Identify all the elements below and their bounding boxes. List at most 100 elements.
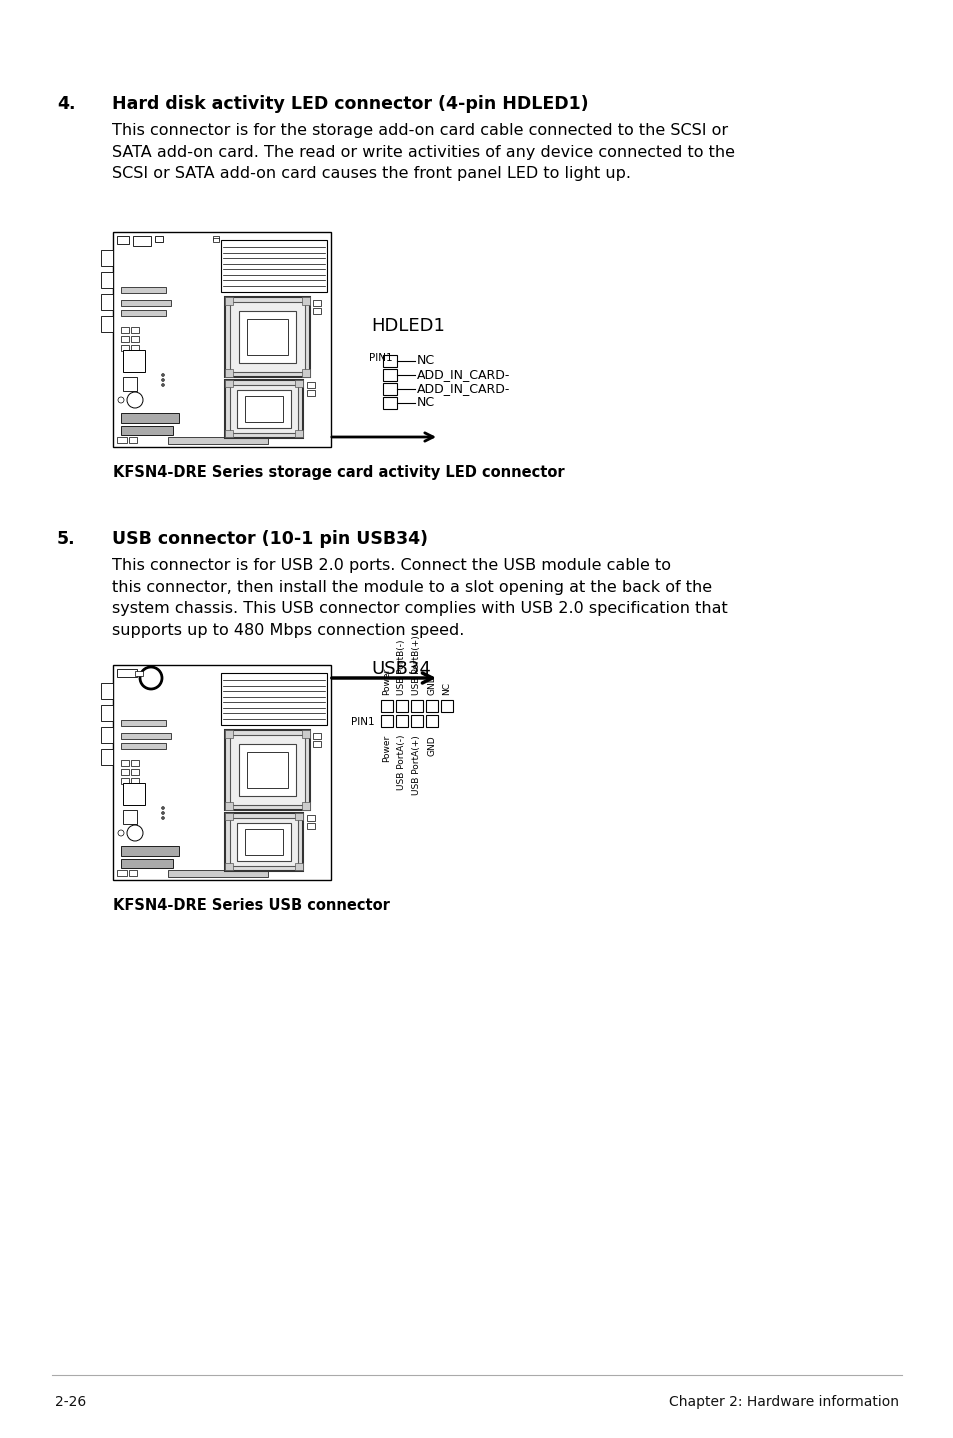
Circle shape (161, 817, 164, 820)
Bar (313, 733, 320, 739)
Bar (380, 715, 393, 728)
Bar (121, 426, 172, 436)
Text: USB PortA(-): USB PortA(-) (397, 735, 406, 791)
Bar (225, 298, 233, 305)
Bar (230, 302, 305, 372)
Bar (302, 370, 310, 377)
Bar (123, 810, 137, 824)
Bar (101, 705, 112, 720)
Text: Hard disk activity LED connector (4-pin HDLED1): Hard disk activity LED connector (4-pin … (112, 95, 588, 114)
Bar (101, 749, 112, 765)
Bar (112, 232, 331, 447)
Bar (245, 828, 283, 856)
Text: 2-26: 2-26 (55, 1395, 86, 1409)
Bar (380, 700, 393, 712)
Bar (225, 731, 233, 738)
Bar (117, 870, 127, 876)
Bar (245, 395, 283, 421)
Text: ADD_IN_CARD-: ADD_IN_CARD- (416, 368, 510, 381)
Bar (225, 370, 233, 377)
Bar (131, 345, 139, 351)
Bar (101, 293, 112, 311)
Bar (411, 700, 422, 712)
Bar (294, 380, 303, 387)
Bar (382, 397, 396, 408)
Bar (239, 743, 295, 797)
Bar (101, 316, 112, 332)
Bar (131, 778, 139, 784)
Bar (121, 345, 129, 351)
Bar (230, 818, 297, 866)
Text: 4.: 4. (57, 95, 75, 114)
Bar (101, 683, 112, 699)
Bar (313, 308, 320, 313)
Text: GND: GND (427, 735, 436, 755)
Text: HDLED1: HDLED1 (371, 316, 444, 335)
Bar (236, 823, 291, 861)
Bar (135, 672, 143, 676)
Bar (117, 437, 127, 443)
Bar (123, 377, 137, 391)
Bar (382, 370, 396, 381)
Bar (131, 769, 139, 775)
Bar (225, 380, 303, 439)
Bar (131, 336, 139, 342)
Bar (225, 863, 233, 870)
Bar (121, 336, 129, 342)
Text: KFSN4-DRE Series storage card activity LED connector: KFSN4-DRE Series storage card activity L… (112, 464, 564, 480)
Bar (313, 741, 320, 746)
Bar (154, 236, 163, 242)
Bar (123, 349, 145, 372)
Bar (225, 380, 233, 387)
Bar (101, 250, 112, 266)
Circle shape (140, 667, 162, 689)
Bar (225, 298, 310, 377)
Text: NC: NC (442, 682, 451, 695)
Bar (302, 731, 310, 738)
Text: KFSN4-DRE Series USB connector: KFSN4-DRE Series USB connector (112, 897, 390, 913)
Bar (395, 715, 408, 728)
Bar (230, 735, 305, 805)
Text: USB connector (10-1 pin USB34): USB connector (10-1 pin USB34) (112, 531, 428, 548)
Bar (129, 870, 137, 876)
Bar (121, 301, 171, 306)
Bar (131, 326, 139, 334)
Circle shape (161, 807, 164, 810)
Bar (168, 437, 268, 444)
Bar (247, 319, 288, 355)
Bar (225, 731, 310, 810)
Bar (382, 355, 396, 367)
Bar (121, 858, 172, 869)
Bar (225, 812, 303, 871)
Text: USB34: USB34 (371, 660, 431, 677)
Bar (221, 673, 327, 725)
Bar (117, 669, 137, 677)
Bar (395, 700, 408, 712)
Bar (294, 812, 303, 820)
Bar (294, 430, 303, 437)
Bar (129, 437, 137, 443)
Circle shape (161, 811, 164, 814)
Bar (121, 288, 166, 293)
Bar (121, 720, 166, 726)
Text: 5.: 5. (57, 531, 75, 548)
Bar (123, 784, 145, 805)
Bar (117, 236, 129, 244)
Bar (121, 743, 166, 749)
Text: USB PortA(+): USB PortA(+) (412, 735, 421, 795)
Circle shape (118, 830, 124, 835)
Text: Power: Power (382, 735, 391, 762)
Text: NC: NC (416, 395, 435, 408)
Bar (247, 752, 288, 788)
Text: PIN1: PIN1 (369, 352, 393, 362)
Bar (236, 390, 291, 429)
Text: GND: GND (427, 674, 436, 695)
Bar (121, 769, 129, 775)
Circle shape (118, 397, 124, 403)
Circle shape (127, 825, 143, 841)
Bar (225, 802, 233, 810)
Bar (213, 236, 219, 240)
Bar (112, 664, 331, 880)
Bar (101, 728, 112, 743)
Bar (307, 383, 314, 388)
